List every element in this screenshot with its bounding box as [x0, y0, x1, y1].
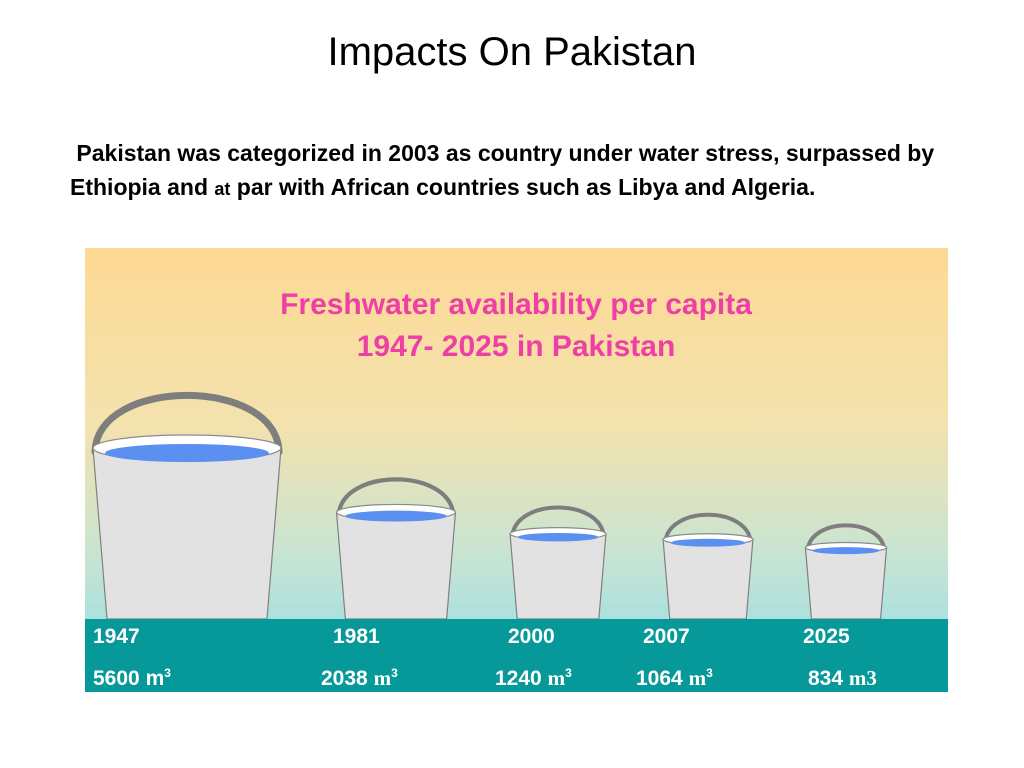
bucket-handle	[91, 392, 283, 456]
year-label-2000: 2000	[508, 625, 555, 648]
bucket-water	[105, 444, 269, 462]
bucket-handle	[336, 477, 456, 519]
bucket-1947	[91, 392, 283, 620]
bucket-handle	[663, 512, 753, 546]
year-label-2025: 2025	[803, 625, 850, 648]
year-label-2007: 2007	[643, 625, 690, 648]
bucket-water	[670, 538, 746, 547]
volume-label-2025: 834 m3	[808, 666, 877, 690]
bucket-chart: Freshwater availability per capita 1947-…	[85, 248, 948, 692]
volume-label-2007: 1064 m3	[636, 666, 713, 690]
volume-label-1981: 2038 m3	[321, 666, 398, 690]
volume-label-1947: 5600 m3	[93, 666, 171, 690]
year-label-1947: 1947	[93, 625, 140, 648]
bucket-water	[345, 510, 447, 522]
body-text-small: at	[214, 179, 231, 199]
bucket-water	[812, 547, 880, 555]
infographic-title-line2: 1947- 2025 in Pakistan	[357, 330, 676, 363]
volume-label-2000: 1240 m3	[495, 666, 572, 690]
bucket-2025	[804, 523, 888, 620]
bucket-body	[335, 511, 457, 620]
bucket-body	[804, 546, 888, 620]
bucket-1981	[335, 477, 457, 620]
bucket-body	[662, 538, 754, 620]
body-paragraph: Pakistan was categorized in 2003 as coun…	[70, 136, 960, 206]
bucket-2007	[662, 512, 754, 620]
body-text-part2: par with African countries such as Libya…	[230, 174, 816, 200]
bucket-handle	[510, 505, 606, 540]
data-band	[85, 619, 948, 692]
bucket-body	[92, 447, 282, 620]
slide-title: Impacts On Pakistan	[327, 30, 697, 74]
bucket-water	[517, 532, 599, 542]
year-label-1981: 1981	[333, 625, 380, 648]
bucket-handle	[805, 523, 887, 554]
infographic-title-line1: Freshwater availability per capita	[280, 288, 752, 321]
freshwater-infographic: Freshwater availability per capita 1947-…	[85, 248, 948, 692]
bucket-2000	[509, 505, 607, 620]
bucket-body	[509, 533, 607, 620]
body-text-part1: Pakistan was categorized in 2003 as coun…	[70, 140, 935, 200]
